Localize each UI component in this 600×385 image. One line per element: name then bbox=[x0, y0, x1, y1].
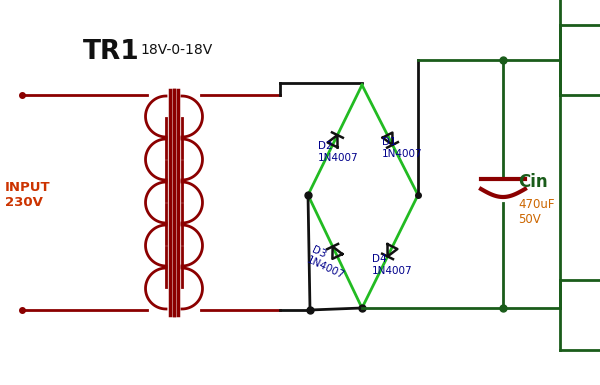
Text: D2
1N4007: D2 1N4007 bbox=[318, 141, 359, 163]
Text: 18V-0-18V: 18V-0-18V bbox=[140, 43, 212, 57]
Text: INPUT
230V: INPUT 230V bbox=[5, 181, 50, 209]
Text: D1
1N4007: D1 1N4007 bbox=[382, 137, 422, 159]
Text: 470uF
50V: 470uF 50V bbox=[518, 198, 554, 226]
Text: Cin: Cin bbox=[518, 173, 548, 191]
Text: TR1: TR1 bbox=[83, 39, 140, 65]
Text: D3
1N4007: D3 1N4007 bbox=[305, 244, 351, 281]
Text: D4
1N4007: D4 1N4007 bbox=[372, 254, 413, 276]
